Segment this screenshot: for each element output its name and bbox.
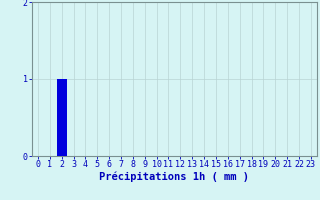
Bar	[57, 79, 67, 156]
X-axis label: Précipitations 1h ( mm ): Précipitations 1h ( mm )	[100, 172, 249, 182]
